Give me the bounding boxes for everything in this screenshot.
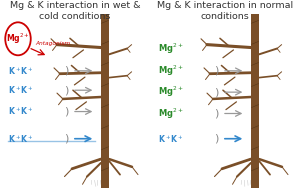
Text: Mg$^{2+}$: Mg$^{2+}$: [158, 106, 183, 121]
Text: Mg & K interaction in wet &
cold conditions: Mg & K interaction in wet & cold conditi…: [10, 1, 140, 21]
Bar: [251, 14, 259, 188]
Text: ): ): [214, 87, 218, 97]
Text: ): ): [64, 134, 68, 144]
Text: ): ): [64, 107, 68, 117]
Text: ): ): [64, 66, 68, 76]
Text: ): ): [64, 85, 68, 95]
Text: ): ): [214, 108, 218, 119]
Text: Mg & K interaction in normal
conditions: Mg & K interaction in normal conditions: [157, 1, 293, 21]
Text: ): ): [214, 134, 218, 144]
Text: K$^+$K$^+$: K$^+$K$^+$: [158, 133, 183, 145]
Text: Mg$^{2+}$: Mg$^{2+}$: [6, 32, 30, 46]
Text: K$^+$K$^+$: K$^+$K$^+$: [8, 84, 33, 96]
Text: Antagonism: Antagonism: [35, 41, 70, 46]
Bar: [101, 14, 109, 188]
Text: K$^+$K$^+$: K$^+$K$^+$: [8, 106, 33, 117]
Text: K$^+$K$^+$: K$^+$K$^+$: [8, 65, 33, 77]
Text: Mg$^{2+}$: Mg$^{2+}$: [158, 64, 183, 78]
Text: Mg$^{2+}$: Mg$^{2+}$: [158, 85, 183, 99]
Text: Mg$^{2+}$: Mg$^{2+}$: [158, 41, 183, 56]
Text: K$^+$K$^+$: K$^+$K$^+$: [8, 133, 33, 145]
Text: ): ): [214, 66, 218, 76]
